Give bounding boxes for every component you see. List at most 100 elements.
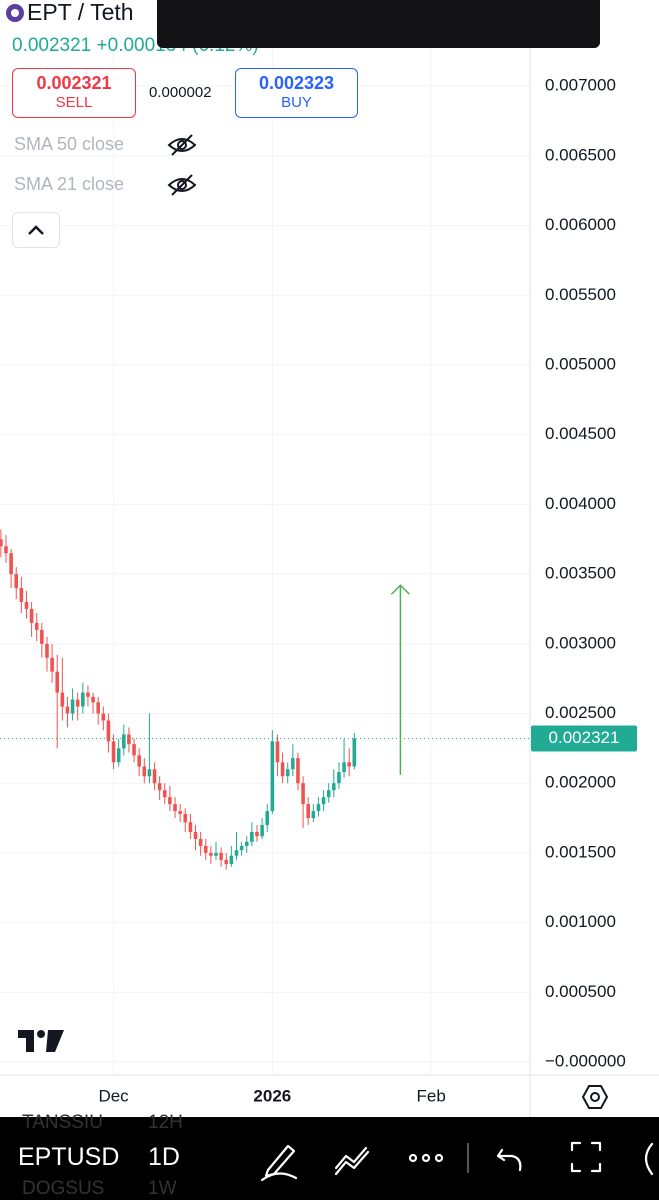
candle-body bbox=[311, 811, 316, 819]
x-tick-label: Feb bbox=[416, 1086, 445, 1105]
candle-body bbox=[270, 741, 275, 812]
candle-body bbox=[34, 622, 39, 630]
symbol-logo bbox=[6, 4, 24, 22]
collapse-button[interactable] bbox=[12, 212, 60, 248]
candle-body bbox=[9, 553, 13, 575]
candle-body bbox=[188, 822, 193, 833]
candle-body bbox=[19, 588, 24, 602]
candle-body bbox=[127, 734, 131, 745]
candle-body bbox=[0, 539, 3, 547]
candle-body bbox=[342, 762, 346, 773]
candle-body bbox=[45, 643, 49, 658]
symbol-selector[interactable]: EPTUSD bbox=[18, 1143, 120, 1171]
candle-body bbox=[116, 748, 121, 763]
y-tick-label: 0.000500 bbox=[545, 982, 616, 1001]
buy-button[interactable]: 0.002323 BUY bbox=[235, 68, 358, 118]
x-tick-label: Dec bbox=[98, 1086, 129, 1105]
toolbar-overlay bbox=[157, 0, 600, 48]
ghost-symbol: DOGSUS bbox=[22, 1178, 105, 1199]
undo-button[interactable] bbox=[496, 1148, 522, 1172]
candle-body bbox=[209, 852, 213, 856]
candle-body bbox=[81, 692, 85, 707]
candle-body bbox=[244, 841, 249, 846]
hide-toggle[interactable] bbox=[167, 173, 197, 197]
candle-body bbox=[337, 772, 341, 784]
ghost-interval: 1W bbox=[148, 1178, 177, 1199]
candle-body bbox=[157, 783, 162, 791]
indicators-button[interactable] bbox=[334, 1146, 370, 1176]
candle-body bbox=[168, 797, 172, 805]
tradingview-logo bbox=[18, 1030, 64, 1052]
candle-body bbox=[296, 758, 300, 784]
candle-body bbox=[70, 699, 75, 714]
y-tick-label: 0.003500 bbox=[545, 564, 616, 583]
current-price: 0.002321 bbox=[12, 35, 92, 56]
candle-body bbox=[86, 692, 90, 697]
y-tick-label: 0.006000 bbox=[545, 215, 616, 234]
indicator-label: SMA 50 close bbox=[14, 134, 125, 154]
settings-icon[interactable] bbox=[581, 1085, 609, 1109]
candle-body bbox=[65, 706, 70, 714]
candle-body bbox=[347, 762, 351, 767]
y-tick-label: 0.003000 bbox=[545, 633, 616, 652]
candle-body bbox=[219, 852, 223, 860]
candle-body bbox=[255, 832, 259, 837]
candle-body bbox=[75, 699, 80, 707]
candle-body bbox=[291, 758, 295, 770]
drawing-button[interactable] bbox=[260, 1144, 298, 1182]
sell-button[interactable]: 0.002321 SELL bbox=[12, 68, 136, 118]
candle-body bbox=[91, 696, 95, 703]
y-tick-label: 0.001000 bbox=[545, 912, 616, 931]
candle-body bbox=[352, 738, 357, 767]
candle-body bbox=[214, 852, 218, 856]
candle-body bbox=[122, 734, 126, 749]
y-tick-label: 0.004500 bbox=[545, 424, 616, 443]
buy-price: 0.002323 bbox=[258, 73, 335, 93]
partial-icon bbox=[644, 1142, 654, 1176]
candle-body bbox=[162, 790, 167, 798]
y-tick-label: 0.001500 bbox=[545, 842, 616, 861]
y-tick-label: 0.007000 bbox=[545, 76, 616, 95]
candle-body bbox=[96, 702, 100, 714]
candle-body bbox=[137, 755, 141, 767]
candle-body bbox=[265, 811, 270, 826]
y-tick-label: 0.002000 bbox=[545, 773, 616, 792]
candle-body bbox=[285, 769, 290, 777]
x-tick-label: 2026 bbox=[253, 1086, 291, 1105]
candle-body bbox=[332, 783, 336, 791]
more-button[interactable] bbox=[408, 1153, 444, 1163]
fullscreen-button[interactable] bbox=[570, 1141, 602, 1173]
candle-body bbox=[178, 811, 182, 814]
candle-body bbox=[50, 657, 54, 672]
candle-body bbox=[142, 766, 147, 777]
y-tick-label: 0.005500 bbox=[545, 285, 616, 304]
indicator-label: SMA 21 close bbox=[14, 174, 125, 194]
interval-selector[interactable]: 1D bbox=[148, 1143, 180, 1171]
y-tick-label: 0.005000 bbox=[545, 354, 616, 373]
candle-body bbox=[4, 546, 8, 554]
candle-body bbox=[193, 832, 198, 839]
candle-body bbox=[275, 741, 280, 763]
candle-body bbox=[101, 713, 106, 721]
candle-body bbox=[306, 804, 310, 819]
candle-body bbox=[29, 608, 34, 623]
candle-body bbox=[316, 804, 321, 812]
candle-body bbox=[280, 762, 285, 777]
candle-body bbox=[40, 629, 44, 644]
candle-body bbox=[132, 744, 136, 756]
candle-body bbox=[183, 813, 188, 823]
candle-body bbox=[326, 790, 331, 798]
candle-body bbox=[152, 769, 157, 784]
candle-body bbox=[173, 804, 177, 812]
sell-price: 0.002321 bbox=[36, 73, 112, 93]
candle-body bbox=[301, 783, 305, 805]
hide-toggle[interactable] bbox=[167, 133, 197, 157]
candle-body bbox=[250, 832, 254, 842]
candle-body bbox=[203, 845, 208, 853]
y-tick-label: 0.004000 bbox=[545, 494, 616, 513]
y-tick-label: −0.000000 bbox=[545, 1052, 626, 1071]
symbol-title: EPT / Teth bbox=[27, 0, 134, 25]
arrow-head bbox=[390, 584, 410, 595]
bottom-bar bbox=[0, 1117, 659, 1200]
